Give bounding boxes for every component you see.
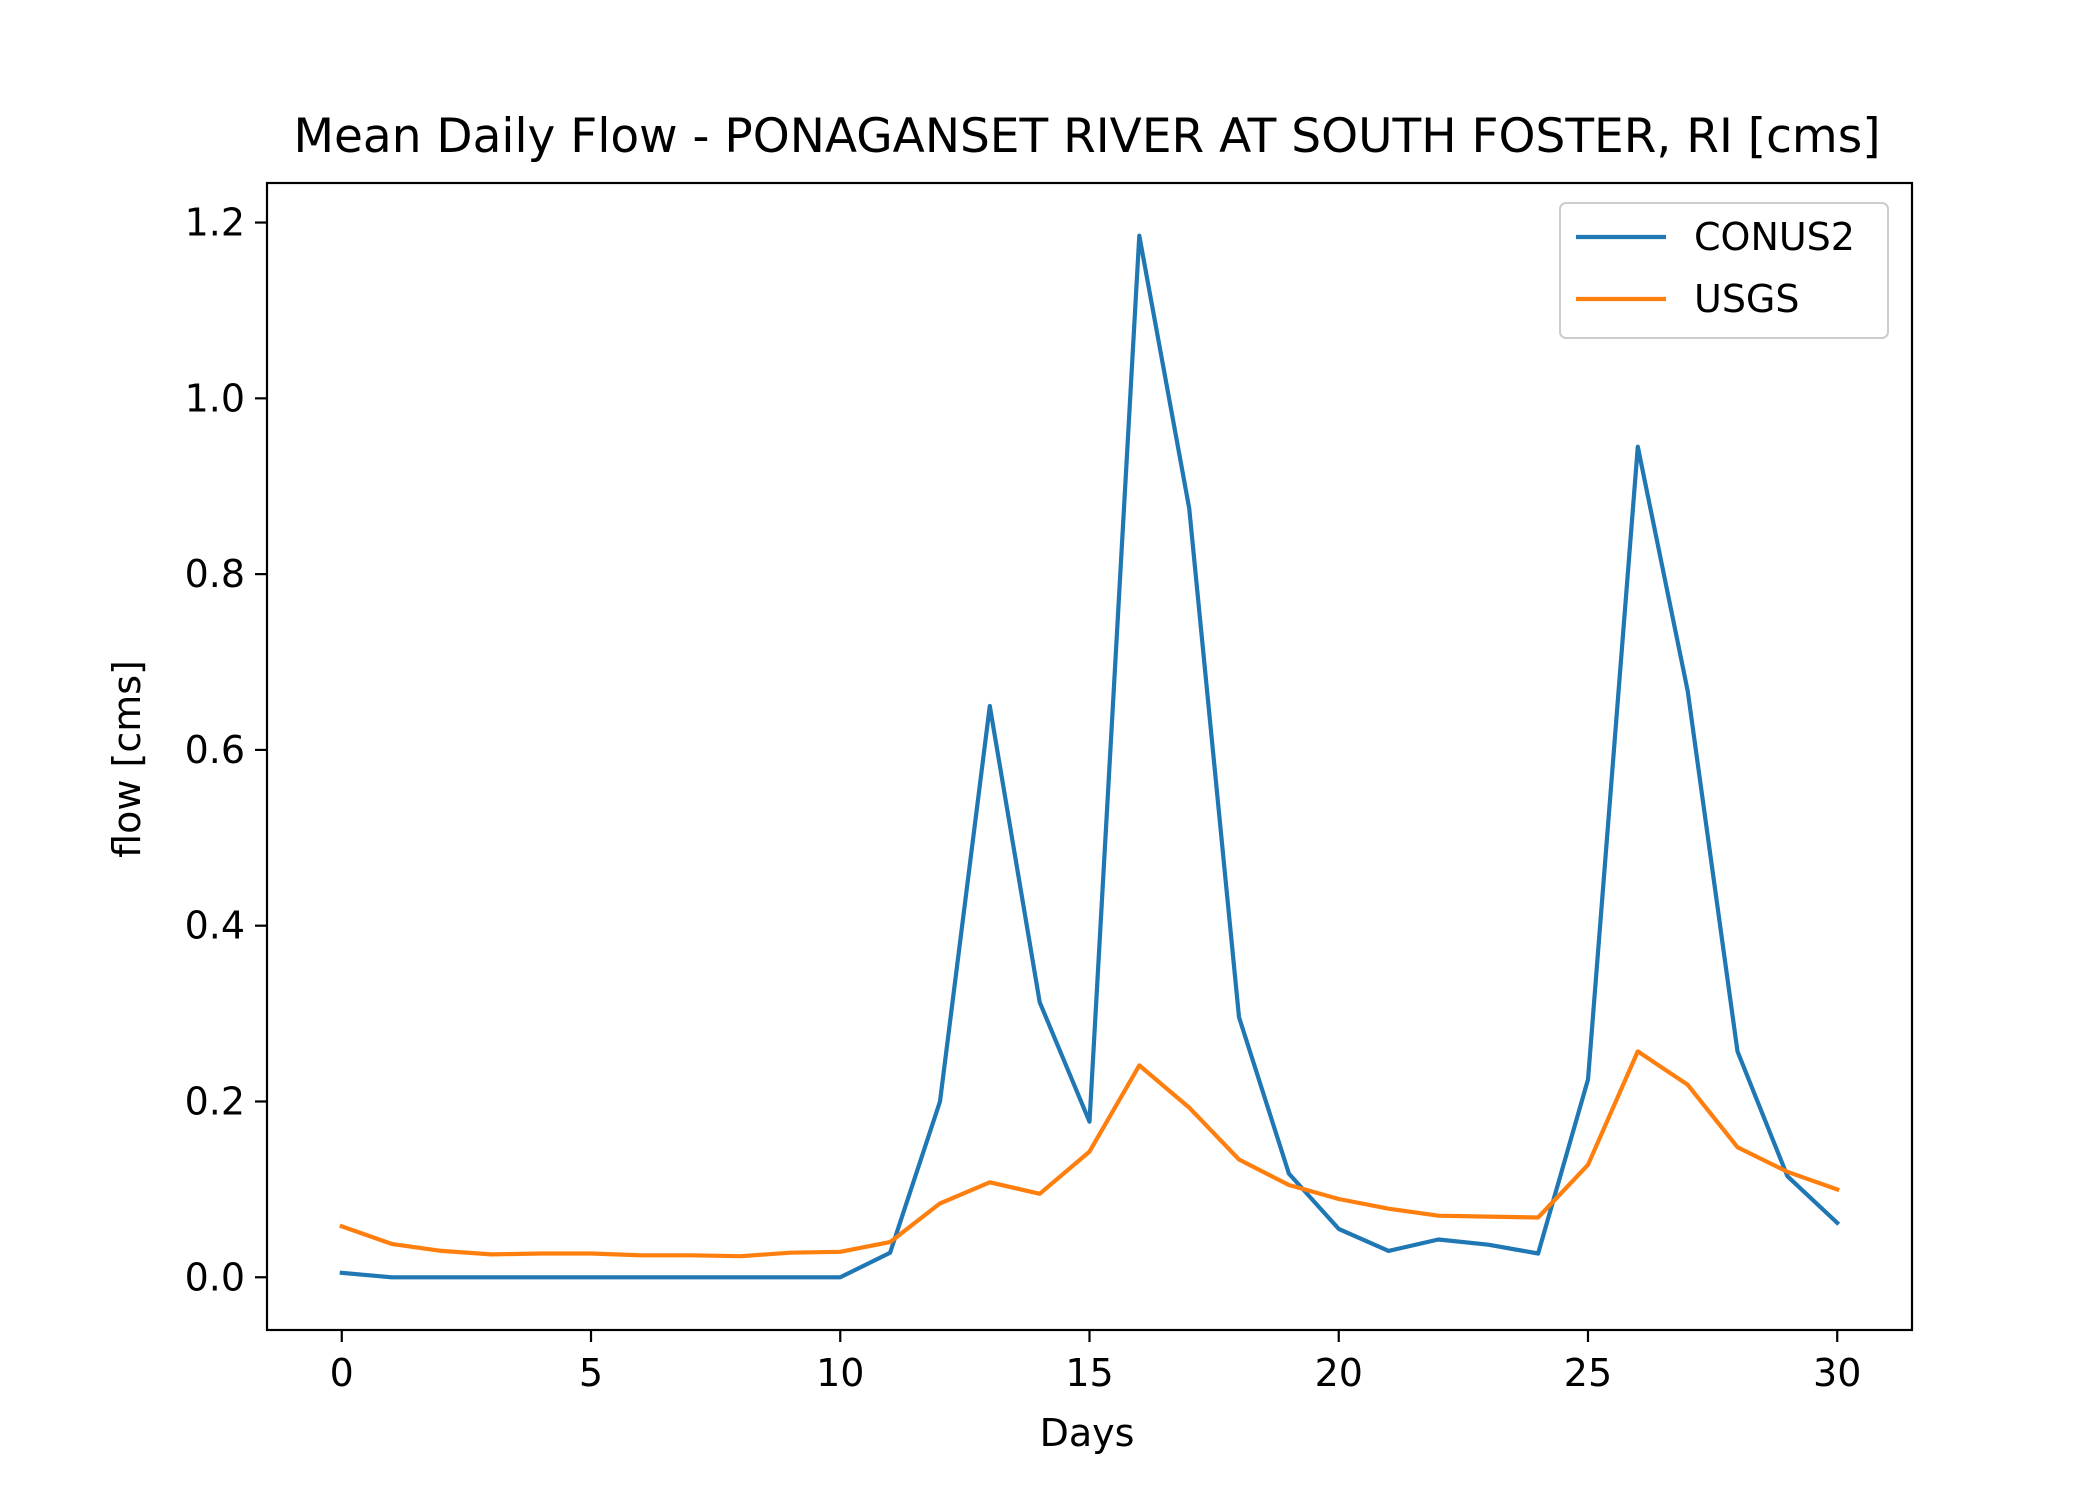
x-tick-label: 15 <box>1065 1351 1113 1395</box>
x-axis: 0 5 10 15 20 25 30 <box>330 1330 1861 1395</box>
y-tick-label: 1.2 <box>185 201 245 245</box>
legend-label-conus2: CONUS2 <box>1694 215 1855 259</box>
series-line-usgs <box>339 1049 1840 1259</box>
x-tick-label: 5 <box>579 1351 603 1395</box>
y-tick-label: 0.0 <box>185 1255 245 1299</box>
x-tick-label: 0 <box>330 1351 354 1395</box>
y-axis: 0.0 0.2 0.4 0.6 0.8 1.0 1.2 <box>185 201 267 1299</box>
x-tick-label: 30 <box>1813 1351 1861 1395</box>
y-tick-label: 0.4 <box>185 904 245 948</box>
chart-title: Mean Daily Flow - PONAGANSET RIVER AT SO… <box>293 109 1880 164</box>
y-tick-label: 0.8 <box>185 552 245 596</box>
legend-label-usgs: USGS <box>1694 277 1800 321</box>
legend: CONUS2 USGS <box>1559 202 1889 339</box>
x-tick-label: 10 <box>816 1351 864 1395</box>
series-line-conus2 <box>339 233 1841 1280</box>
y-tick-label: 1.0 <box>185 376 245 420</box>
x-tick-label: 20 <box>1315 1351 1363 1395</box>
y-axis-label: flow [cms] <box>105 660 149 858</box>
y-tick-label: 0.2 <box>185 1079 245 1123</box>
x-tick-label: 25 <box>1564 1351 1612 1395</box>
y-tick-label: 0.6 <box>185 728 245 772</box>
x-axis-label: Days <box>1040 1411 1135 1455</box>
